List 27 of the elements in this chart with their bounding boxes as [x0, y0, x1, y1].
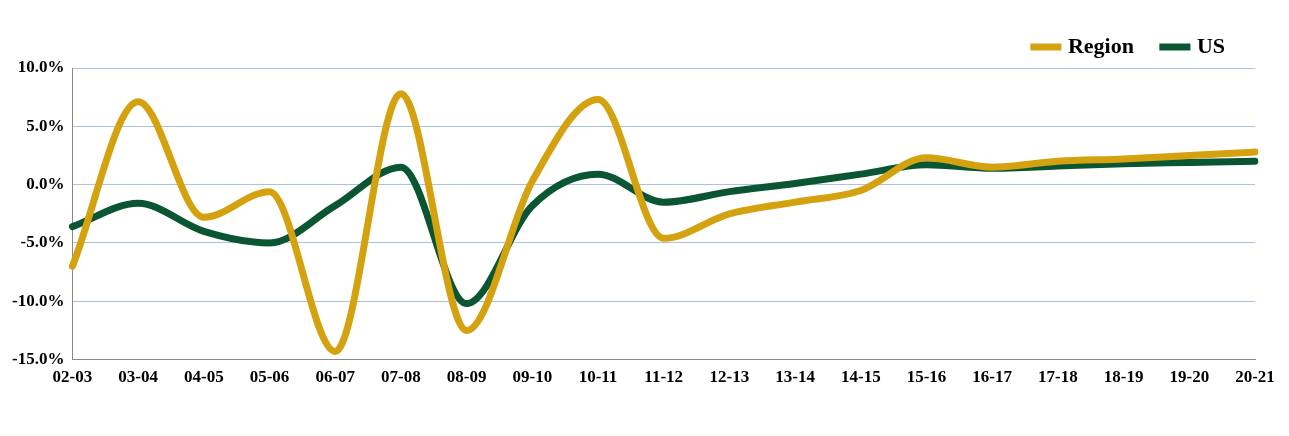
- x-tick-label: 15-16: [906, 367, 947, 387]
- x-tick-label: 02-03: [52, 367, 93, 387]
- x-tick-label: 20-21: [1235, 367, 1275, 387]
- x-tick-label: 16-17: [972, 367, 1013, 387]
- x-tick-label: 19-20: [1169, 367, 1210, 387]
- y-tick-label: -5.0%: [20, 232, 65, 252]
- x-tick-label: 10-11: [578, 367, 618, 387]
- x-tick-label: 05-06: [249, 367, 290, 387]
- x-tick-label: 03-04: [118, 367, 159, 387]
- y-tick-label: 10.0%: [17, 57, 65, 77]
- x-tick-label: 11-12: [644, 367, 684, 387]
- x-tick-label: 07-08: [381, 367, 421, 387]
- y-tick-label: -10.0%: [11, 290, 65, 310]
- x-tick-label: 09-10: [512, 367, 553, 387]
- x-tick-label: 13-14: [775, 367, 816, 387]
- y-tick-label: -15.0%: [11, 348, 65, 368]
- legend-label: US: [1196, 32, 1225, 58]
- legend-label: Region: [1067, 32, 1134, 58]
- y-tick-label: 5.0%: [26, 115, 65, 135]
- x-tick-label: 04-05: [183, 367, 224, 387]
- y-tick-label: 0.0%: [26, 174, 65, 194]
- x-tick-label: 14-15: [840, 367, 881, 387]
- x-tick-label: 12-13: [709, 367, 750, 387]
- x-tick-label: 17-18: [1038, 367, 1078, 387]
- x-tick-label: 08-09: [446, 367, 487, 387]
- x-tick-label: 18-19: [1103, 367, 1144, 387]
- x-tick-label: 06-07: [315, 367, 356, 387]
